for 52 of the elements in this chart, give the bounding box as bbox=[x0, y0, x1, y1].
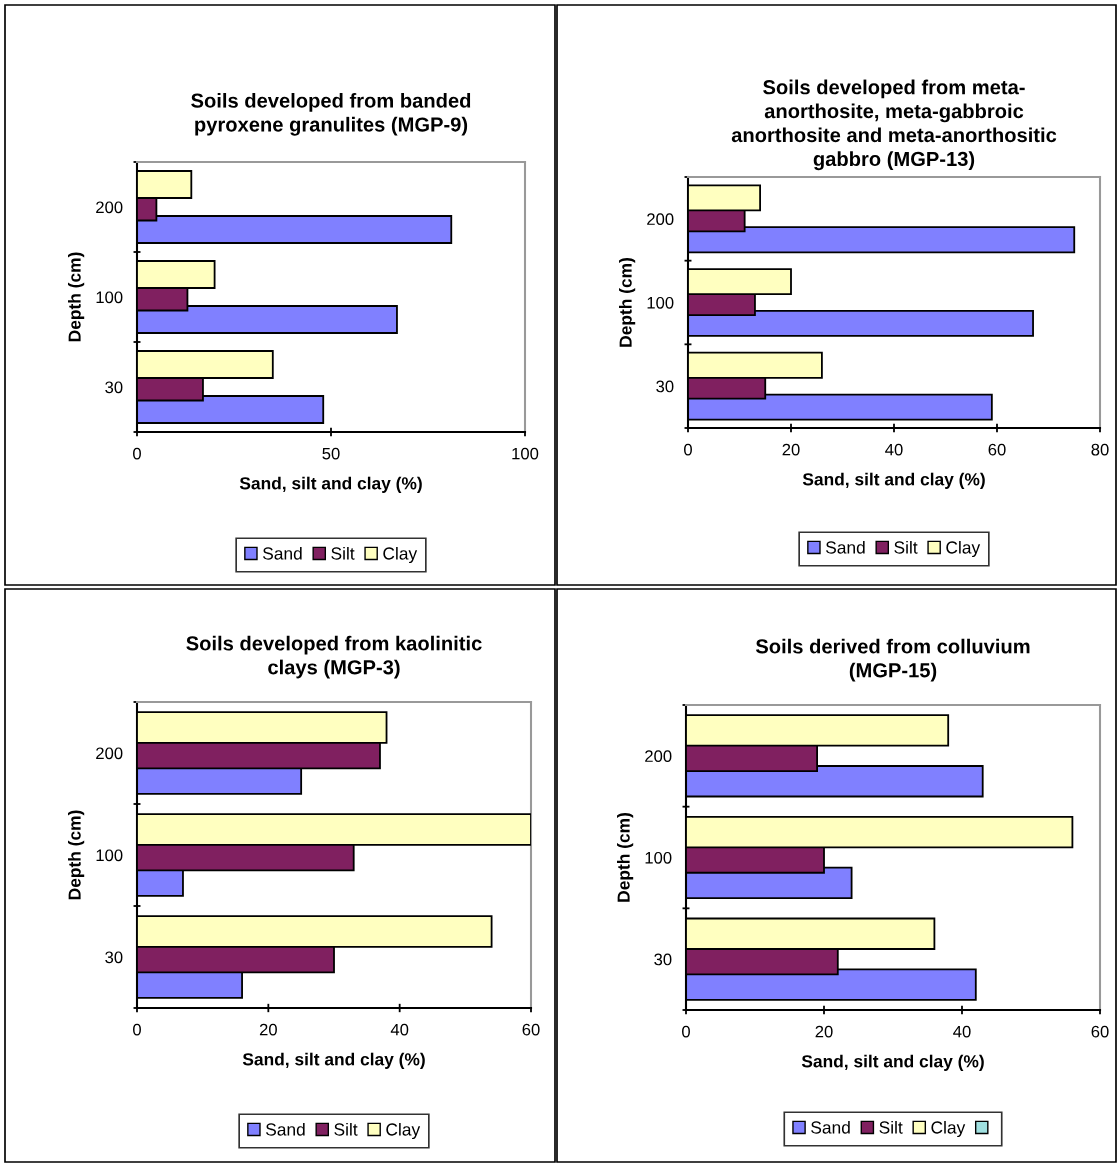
legend-label: Sand bbox=[263, 546, 302, 560]
chart-title: Soils developed from kaolinitic clays (MGP-3) bbox=[186, 635, 482, 679]
y-tick-label: 100 bbox=[647, 296, 674, 309]
x-tick-label: 80 bbox=[1091, 443, 1109, 456]
chart-title: Soils derived from colluvium (MGP-15) bbox=[755, 638, 1030, 682]
x-tick-label: 40 bbox=[885, 443, 903, 456]
legend-label: Sand bbox=[811, 1120, 850, 1134]
legend-label: Clay bbox=[383, 546, 418, 564]
chart-title: Soils developed from banded pyroxene granulites (MGP-9) bbox=[191, 92, 471, 136]
legend-label: Sand bbox=[266, 1122, 305, 1136]
legend-label: Sand bbox=[826, 540, 865, 554]
legend-label: Clay bbox=[386, 1122, 421, 1140]
y-axis-title: Depth (cm) bbox=[68, 810, 85, 900]
x-tick-label: 0 bbox=[133, 1023, 141, 1036]
x-tick-label: 0 bbox=[682, 1025, 690, 1038]
y-tick-label: 200 bbox=[96, 201, 123, 214]
y-tick-label: 30 bbox=[654, 953, 672, 966]
legend-label: Silt bbox=[334, 1122, 358, 1136]
x-tick-label: 60 bbox=[522, 1023, 540, 1036]
legend-label: Silt bbox=[894, 540, 918, 554]
y-tick-label: 30 bbox=[105, 951, 123, 964]
legend-label: Silt bbox=[879, 1120, 903, 1134]
x-axis-title: Sand, silt and clay (%) bbox=[801, 1054, 984, 1071]
x-tick-label: 100 bbox=[512, 447, 539, 460]
x-tick-label: 60 bbox=[988, 443, 1006, 456]
legend-label: Silt bbox=[331, 546, 355, 560]
legend-label: Clay bbox=[931, 1120, 966, 1138]
x-tick-label: 60 bbox=[1091, 1025, 1109, 1038]
y-tick-label: 200 bbox=[96, 747, 123, 760]
y-tick-label: 100 bbox=[96, 849, 123, 862]
y-tick-label: 200 bbox=[645, 750, 672, 763]
x-tick-label: 0 bbox=[684, 443, 692, 456]
x-tick-label: 20 bbox=[815, 1025, 833, 1038]
y-axis-title: Depth (cm) bbox=[617, 813, 634, 902]
y-tick-label: 30 bbox=[105, 381, 123, 394]
x-axis-title: Sand, silt and clay (%) bbox=[239, 476, 422, 493]
x-tick-label: 20 bbox=[259, 1023, 277, 1036]
x-axis-title: Sand, silt and clay (%) bbox=[802, 472, 985, 489]
x-tick-label: 50 bbox=[322, 447, 340, 460]
y-axis-title: Depth (cm) bbox=[619, 258, 636, 347]
legend-label: Clay bbox=[946, 540, 981, 558]
y-tick-label: 100 bbox=[645, 851, 672, 864]
x-tick-label: 40 bbox=[953, 1025, 971, 1038]
x-axis-title: Sand, silt and clay (%) bbox=[242, 1052, 425, 1069]
y-tick-label: 100 bbox=[96, 291, 123, 304]
y-axis-title: Depth (cm) bbox=[68, 252, 85, 342]
x-tick-label: 0 bbox=[133, 447, 141, 460]
x-tick-label: 40 bbox=[390, 1023, 409, 1036]
chart-title: Soils developed from meta- anorthosite, meta-gabbroic anorthosite and meta-anorthositic gabbro (MGP-13) bbox=[731, 79, 1057, 171]
y-tick-label: 200 bbox=[647, 213, 674, 226]
y-tick-label: 30 bbox=[656, 380, 674, 393]
x-tick-label: 20 bbox=[782, 443, 800, 456]
